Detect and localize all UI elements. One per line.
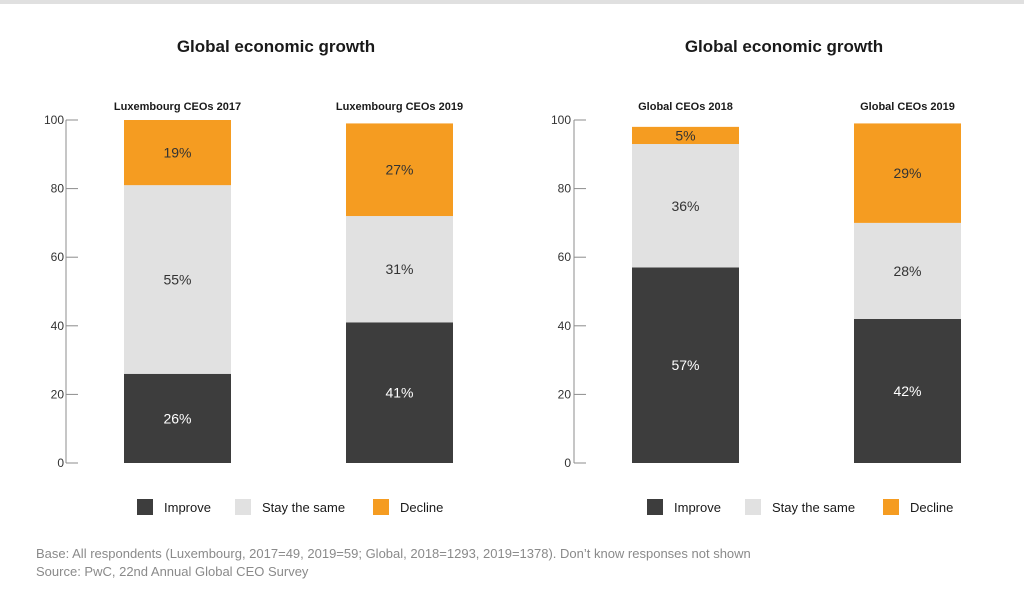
data-label-stay-the-same: 28% xyxy=(893,263,921,279)
legend-label-improve: Improve xyxy=(674,500,721,515)
legend-label-stay-the-same: Stay the same xyxy=(772,500,855,515)
bar-segment-improve xyxy=(124,373,231,463)
data-label-improve: 26% xyxy=(163,410,191,426)
chart-2-y-tick-label: 100 xyxy=(551,113,571,127)
chart-2-y-tick-label: 20 xyxy=(558,387,572,401)
footnote-base: Base: All respondents (Luxembourg, 2017=… xyxy=(36,546,751,561)
legend-swatch-stay-the-same xyxy=(745,499,761,515)
legend-label-stay-the-same: Stay the same xyxy=(262,500,345,515)
footnote-source: Source: PwC, 22nd Annual Global CEO Surv… xyxy=(36,564,309,579)
bar-segment-stay-the-same xyxy=(346,216,453,323)
legend-swatch-improve xyxy=(647,499,663,515)
data-label-decline: 29% xyxy=(893,165,921,181)
legend-label-decline: Decline xyxy=(400,500,443,515)
chart-1-y-tick-label: 20 xyxy=(51,387,65,401)
chart-2-y-tick-label: 80 xyxy=(558,182,572,196)
bar-segment-improve xyxy=(854,318,961,463)
chart-1-y-tick-label: 40 xyxy=(51,319,65,333)
legend-swatch-decline xyxy=(373,499,389,515)
legend-swatch-stay-the-same xyxy=(235,499,251,515)
chart-2-y-tick-label: 40 xyxy=(558,319,572,333)
chart-2-column-label: Global CEOs 2019 xyxy=(860,101,955,113)
chart-1-y-tick-label: 100 xyxy=(44,113,64,127)
bar-segment-stay-the-same xyxy=(124,185,231,374)
bar-segment-stay-the-same xyxy=(854,222,961,319)
data-label-stay-the-same: 55% xyxy=(163,271,191,287)
chart-2-title: Global economic growth xyxy=(685,37,883,56)
chart-1-title: Global economic growth xyxy=(177,37,375,56)
legend-label-decline: Decline xyxy=(910,500,953,515)
bar-segment-decline xyxy=(854,123,961,223)
chart-2-column-label: Global CEOs 2018 xyxy=(638,101,733,113)
data-label-stay-the-same: 31% xyxy=(385,261,413,277)
chart-2-y-tick-label: 60 xyxy=(558,250,572,264)
chart-1-column-label: Luxembourg CEOs 2019 xyxy=(336,101,463,113)
data-label-improve: 41% xyxy=(385,385,413,401)
chart-1-column-label: Luxembourg CEOs 2017 xyxy=(114,101,241,113)
bar-segment-decline xyxy=(632,126,739,145)
bar-segment-decline xyxy=(124,120,231,186)
data-label-improve: 42% xyxy=(893,383,921,399)
data-label-decline: 27% xyxy=(385,162,413,178)
chart-2-y-tick-label: 0 xyxy=(564,456,571,470)
data-label-decline: 5% xyxy=(675,127,695,143)
chart-1-y-tick-label: 80 xyxy=(51,182,65,196)
legend-swatch-decline xyxy=(883,499,899,515)
chart-1-y-tick-label: 60 xyxy=(51,250,65,264)
legend-swatch-improve xyxy=(137,499,153,515)
data-label-improve: 57% xyxy=(671,357,699,373)
bar-segment-improve xyxy=(346,322,453,463)
data-label-stay-the-same: 36% xyxy=(671,198,699,214)
data-label-decline: 19% xyxy=(163,145,191,161)
bar-segment-stay-the-same xyxy=(632,144,739,268)
legend-label-improve: Improve xyxy=(164,500,211,515)
chart-1-y-tick-label: 0 xyxy=(57,456,64,470)
bar-segment-improve xyxy=(632,267,739,463)
top-border xyxy=(0,0,1024,4)
bar-segment-decline xyxy=(346,123,453,217)
